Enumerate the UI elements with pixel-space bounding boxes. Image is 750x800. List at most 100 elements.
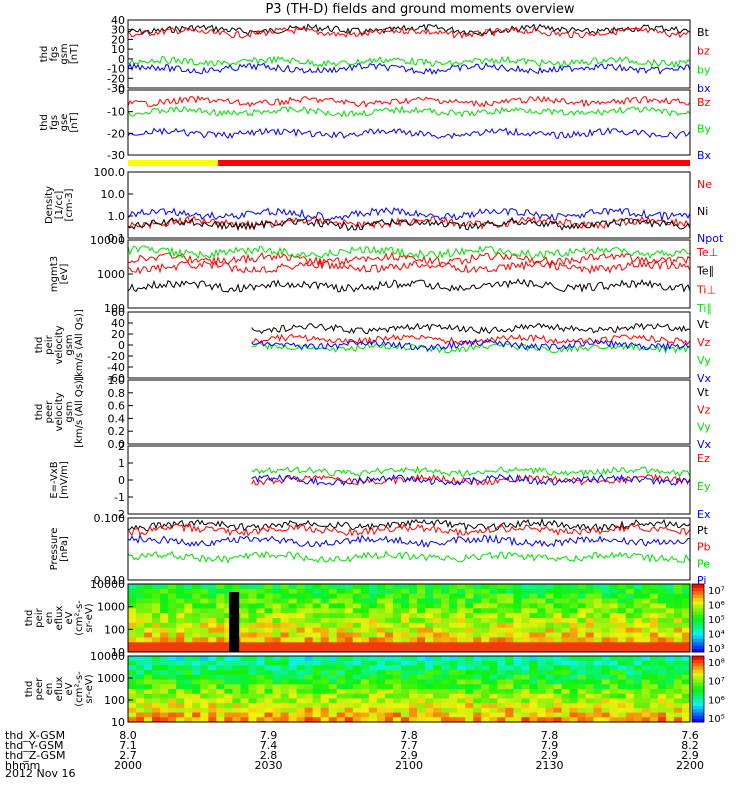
heatmap-cell: [272, 584, 282, 590]
heatmap-cell: [184, 656, 193, 662]
heatmap-cell: [136, 647, 145, 653]
heatmap-cell: [296, 647, 306, 653]
heatmap-cell: [649, 684, 659, 690]
heatmap-cell: [441, 627, 450, 634]
heatmap-cell: [352, 588, 362, 595]
heatmap-cell: [400, 637, 410, 643]
heatmap-cell: [336, 637, 346, 643]
heatmap-cell: [601, 660, 611, 666]
heatmap-cell: [304, 632, 314, 638]
heatmap-cell: [505, 593, 514, 600]
heatmap-cell: [144, 679, 153, 685]
heatmap-cell: [240, 593, 249, 600]
heatmap-cell: [352, 656, 362, 662]
colorbar-cell: [692, 611, 704, 616]
heatmap-cell: [184, 603, 193, 609]
y-axis-label-line: [cm-3]: [64, 188, 75, 221]
heatmap-cell: [272, 637, 282, 643]
heatmap-cell: [673, 670, 683, 676]
heatmap-cell: [537, 717, 546, 723]
heatmap-cell: [216, 703, 225, 709]
heatmap-cell: [497, 674, 506, 681]
heatmap-cell: [392, 703, 402, 709]
heatmap-cell: [465, 679, 474, 685]
heatmap-cell: [264, 679, 274, 685]
heatmap-cell: [529, 613, 538, 619]
heatmap-cell: [649, 698, 659, 704]
heatmap-cell: [457, 598, 466, 604]
x-axis-value: 2200: [676, 759, 704, 772]
heatmap-cell: [497, 689, 506, 695]
heatmap-cell: [352, 684, 362, 690]
heatmap-cell: [264, 689, 274, 695]
heatmap-cell: [585, 603, 595, 609]
heatmap-cell: [441, 717, 450, 723]
heatmap-cell: [465, 627, 474, 634]
heatmap-cell: [168, 707, 177, 714]
heatmap-cell: [256, 689, 265, 695]
heatmap-cell: [425, 670, 434, 676]
heatmap-cell: [441, 679, 450, 685]
heatmap-cell: [433, 693, 442, 699]
heatmap-cell: [425, 703, 434, 709]
heatmap-cell: [425, 618, 434, 624]
panel-3: [128, 160, 691, 166]
heatmap-cell: [593, 679, 603, 685]
heatmap-cell: [304, 642, 314, 648]
heatmap-cell: [465, 588, 474, 595]
heatmap-cell: [184, 598, 193, 604]
heatmap-cell: [673, 642, 683, 648]
heatmap-cell: [328, 674, 338, 681]
heatmap-cell: [184, 698, 193, 704]
heatmap-cell: [144, 689, 153, 695]
colorbar-label: 10⁷: [708, 677, 725, 688]
heatmap-cell: [272, 684, 282, 690]
heatmap-cell: [200, 689, 209, 695]
heatmap-cell: [681, 703, 691, 709]
heatmap-cell: [481, 660, 490, 666]
heatmap-cell: [545, 593, 555, 600]
heatmap-cell: [633, 674, 643, 681]
heatmap-cell: [609, 660, 619, 666]
heatmap-cell: [601, 656, 611, 662]
heatmap-cell: [144, 632, 153, 638]
x-axis-value: 2100: [395, 759, 423, 772]
heatmap-cell: [312, 693, 322, 699]
heatmap-cell: [513, 588, 522, 595]
heatmap-cell: [168, 608, 177, 614]
heatmap-cell: [144, 588, 153, 595]
heatmap-cell: [304, 693, 314, 699]
heatmap-cell: [433, 679, 442, 685]
y-tick-label: 0: [118, 53, 125, 66]
heatmap-cell: [665, 689, 675, 695]
heatmap-cell: [360, 622, 370, 629]
panels: 403020100-10-20-30thdfgsgsm[nT]Btbzbybx0…: [24, 14, 725, 729]
heatmap-cell: [128, 637, 137, 643]
heatmap-cell: [609, 647, 619, 653]
heatmap-cell: [192, 618, 201, 624]
series-line: [127, 207, 691, 222]
heatmap-cell: [513, 703, 522, 709]
heatmap-cell: [376, 703, 386, 709]
heatmap-cell: [200, 703, 209, 709]
y-axis-label: Density[1/cc][cm-3]: [44, 186, 75, 224]
heatmap-cell: [392, 665, 402, 671]
heatmap-cell: [417, 618, 426, 624]
heatmap-cell: [609, 642, 619, 648]
heatmap-cell: [392, 588, 402, 595]
colorbar-cell: [692, 715, 704, 720]
heatmap-cell: [417, 689, 426, 695]
heatmap-cell: [184, 613, 193, 619]
heatmap-cell: [312, 598, 322, 604]
heatmap-cell: [144, 707, 153, 714]
heatmap-cell: [457, 674, 466, 681]
heatmap-cell: [473, 647, 482, 653]
heatmap-cell: [376, 603, 386, 609]
x-axis-value: 7.9: [541, 739, 559, 752]
heatmap-cell: [617, 670, 627, 676]
heatmap-cell: [545, 637, 555, 643]
heatmap-cell: [320, 698, 330, 704]
heatmap-cell: [368, 598, 378, 604]
heatmap-cell: [681, 712, 691, 718]
y-tick-label: 0.8: [108, 387, 126, 400]
